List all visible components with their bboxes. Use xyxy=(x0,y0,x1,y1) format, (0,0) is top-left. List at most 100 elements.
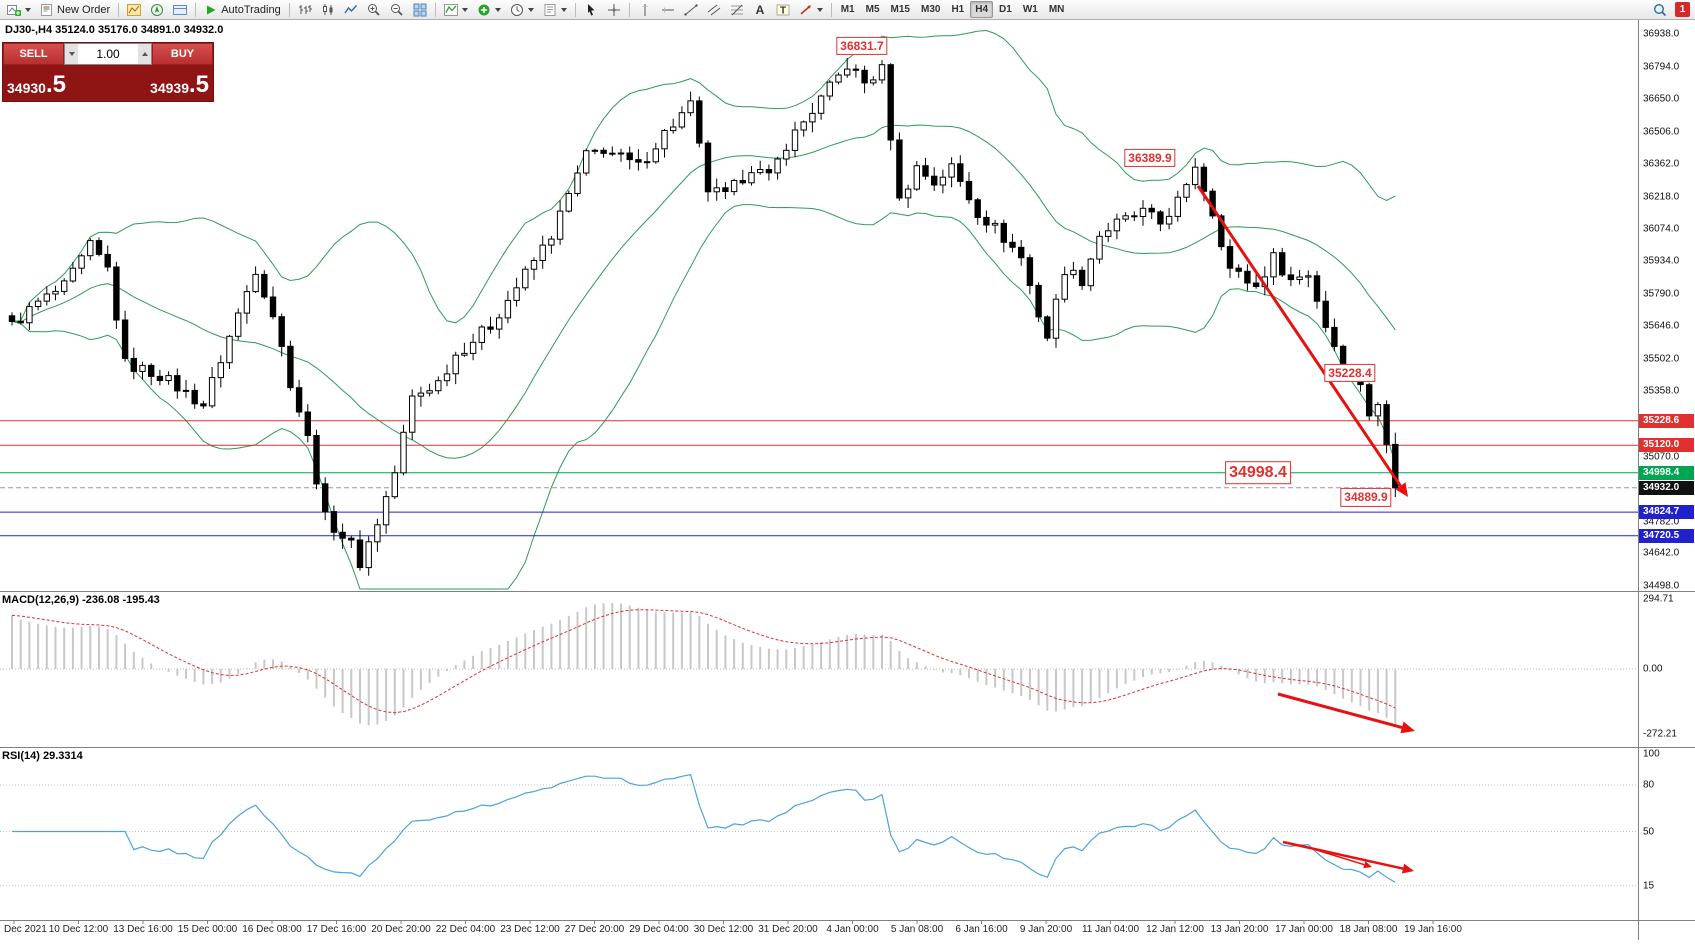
timeframe-m1-button[interactable]: M1 xyxy=(836,1,860,18)
text-label-icon: T xyxy=(776,3,790,17)
terminal-icon xyxy=(173,3,188,17)
toolbar-buttons: New Order AutoTrading A T M1 M5 M15 M30 H1 H4 D1 W1… xyxy=(3,1,1649,19)
templates-icon xyxy=(543,3,557,17)
search-button[interactable] xyxy=(1649,1,1671,19)
price-annotation[interactable]: 34998.4 xyxy=(1225,460,1291,485)
line-chart-button[interactable] xyxy=(340,1,362,19)
timeframe-h4-button[interactable]: H4 xyxy=(970,1,994,18)
new-chart-icon xyxy=(7,3,21,17)
new-order-button-label: New Order xyxy=(57,3,111,16)
toolbar-right: 1 xyxy=(1649,1,1692,19)
market-watch-icon xyxy=(127,3,142,17)
dropdown-caret-icon xyxy=(527,7,534,12)
crosshair-button[interactable] xyxy=(603,1,625,19)
timeframe-h1-button[interactable]: H1 xyxy=(946,1,969,18)
timeframe-mn-button[interactable]: MN xyxy=(1044,1,1070,18)
terminal-button[interactable] xyxy=(169,1,191,19)
price-annotation[interactable]: 35228.4 xyxy=(1324,363,1376,382)
add-indicator-button[interactable] xyxy=(473,1,505,19)
indicators-button[interactable] xyxy=(440,1,472,19)
periods-icon xyxy=(510,3,524,17)
toolbar-separator xyxy=(288,2,290,17)
indicators-icon xyxy=(443,3,458,17)
dropdown-caret-icon xyxy=(25,7,31,12)
toolbar-separator xyxy=(195,2,197,17)
vertical-line-button[interactable] xyxy=(634,1,656,19)
volume-up-button[interactable] xyxy=(138,44,151,64)
candlestick-chart-button[interactable] xyxy=(317,1,339,19)
svg-text:T: T xyxy=(780,5,786,16)
dropdown-caret-icon xyxy=(560,7,567,12)
sell-button[interactable]: SELL xyxy=(3,43,64,65)
sell-price[interactable]: 34930.5 xyxy=(7,71,66,98)
line-chart-icon xyxy=(344,3,358,17)
zoom-in-icon xyxy=(367,3,381,17)
spin-down-icon xyxy=(68,52,75,56)
cursor-button[interactable] xyxy=(580,1,602,19)
spin-up-icon xyxy=(141,52,148,56)
navigator-icon xyxy=(150,3,164,17)
buy-price[interactable]: 34939.5 xyxy=(150,71,209,98)
horizontal-line-button[interactable] xyxy=(657,1,679,19)
dropdown-caret-icon xyxy=(816,7,823,12)
volume-down-button[interactable] xyxy=(65,44,78,64)
arrows-icon xyxy=(799,3,813,17)
bar-chart-icon xyxy=(298,3,312,17)
tile-windows-icon xyxy=(413,3,427,17)
trendline-icon xyxy=(684,3,698,17)
periods-button[interactable] xyxy=(506,1,538,19)
trendline-button[interactable] xyxy=(680,1,702,19)
autotrading-button-label: AutoTrading xyxy=(221,3,281,16)
notifications-badge[interactable]: 1 xyxy=(1675,2,1690,17)
price-annotation[interactable]: 36831.7 xyxy=(836,36,888,56)
timeframe-m5-button[interactable]: M5 xyxy=(861,1,885,18)
svg-text:A: A xyxy=(755,3,764,17)
toolbar-separator xyxy=(574,2,576,17)
text-label-button[interactable]: T xyxy=(772,1,794,19)
trade-panel-prices: 34930.5 34939.5 xyxy=(3,65,213,101)
autotrading-icon xyxy=(204,3,218,17)
main-toolbar: New Order AutoTrading A T M1 M5 M15 M30 H1 H4 D1 W1… xyxy=(0,0,1695,20)
trade-panel-controls: SELL BUY xyxy=(3,43,213,65)
fibonacci-button[interactable] xyxy=(726,1,748,19)
navigator-button[interactable] xyxy=(146,1,168,19)
volume-input[interactable] xyxy=(78,44,138,64)
zoom-out-button[interactable] xyxy=(386,1,408,19)
timeframe-m30-button[interactable]: M30 xyxy=(916,1,945,18)
text-button[interactable]: A xyxy=(749,1,771,19)
volume-control xyxy=(64,43,152,65)
autotrading-button[interactable]: AutoTrading xyxy=(200,1,285,19)
new-order-icon xyxy=(40,3,54,17)
buy-button[interactable]: BUY xyxy=(152,43,213,65)
new-chart-button[interactable] xyxy=(3,1,35,19)
dropdown-caret-icon xyxy=(461,7,468,12)
price-annotation[interactable]: 34889.9 xyxy=(1340,488,1392,507)
tile-windows-button[interactable] xyxy=(409,1,431,19)
candlestick-chart-icon xyxy=(321,3,335,17)
timeframe-m15-button[interactable]: M15 xyxy=(886,1,915,18)
arrows-button[interactable] xyxy=(795,1,827,19)
toolbar-separator xyxy=(628,2,630,17)
new-order-button[interactable]: New Order xyxy=(36,1,114,19)
timeframe-w1-button[interactable]: W1 xyxy=(1018,1,1043,18)
vertical-line-icon xyxy=(638,3,652,17)
templates-button[interactable] xyxy=(539,1,571,19)
channel-icon xyxy=(707,3,721,17)
bar-chart-button[interactable] xyxy=(294,1,316,19)
toolbar-separator xyxy=(434,2,436,17)
horizontal-line-icon xyxy=(661,3,675,17)
timeframe-d1-button[interactable]: D1 xyxy=(994,1,1017,18)
channel-button[interactable] xyxy=(703,1,725,19)
price-annotation[interactable]: 36389.9 xyxy=(1124,148,1176,168)
text-icon: A xyxy=(753,3,767,17)
dropdown-caret-icon xyxy=(494,7,501,12)
market-watch-button[interactable] xyxy=(123,1,145,19)
toolbar-separator xyxy=(118,2,120,17)
fibonacci-icon xyxy=(730,3,744,17)
crosshair-icon xyxy=(607,3,621,17)
toolbar-separator xyxy=(830,2,832,17)
zoom-out-icon xyxy=(390,3,404,17)
add-indicator-icon xyxy=(477,3,491,17)
zoom-in-button[interactable] xyxy=(363,1,385,19)
